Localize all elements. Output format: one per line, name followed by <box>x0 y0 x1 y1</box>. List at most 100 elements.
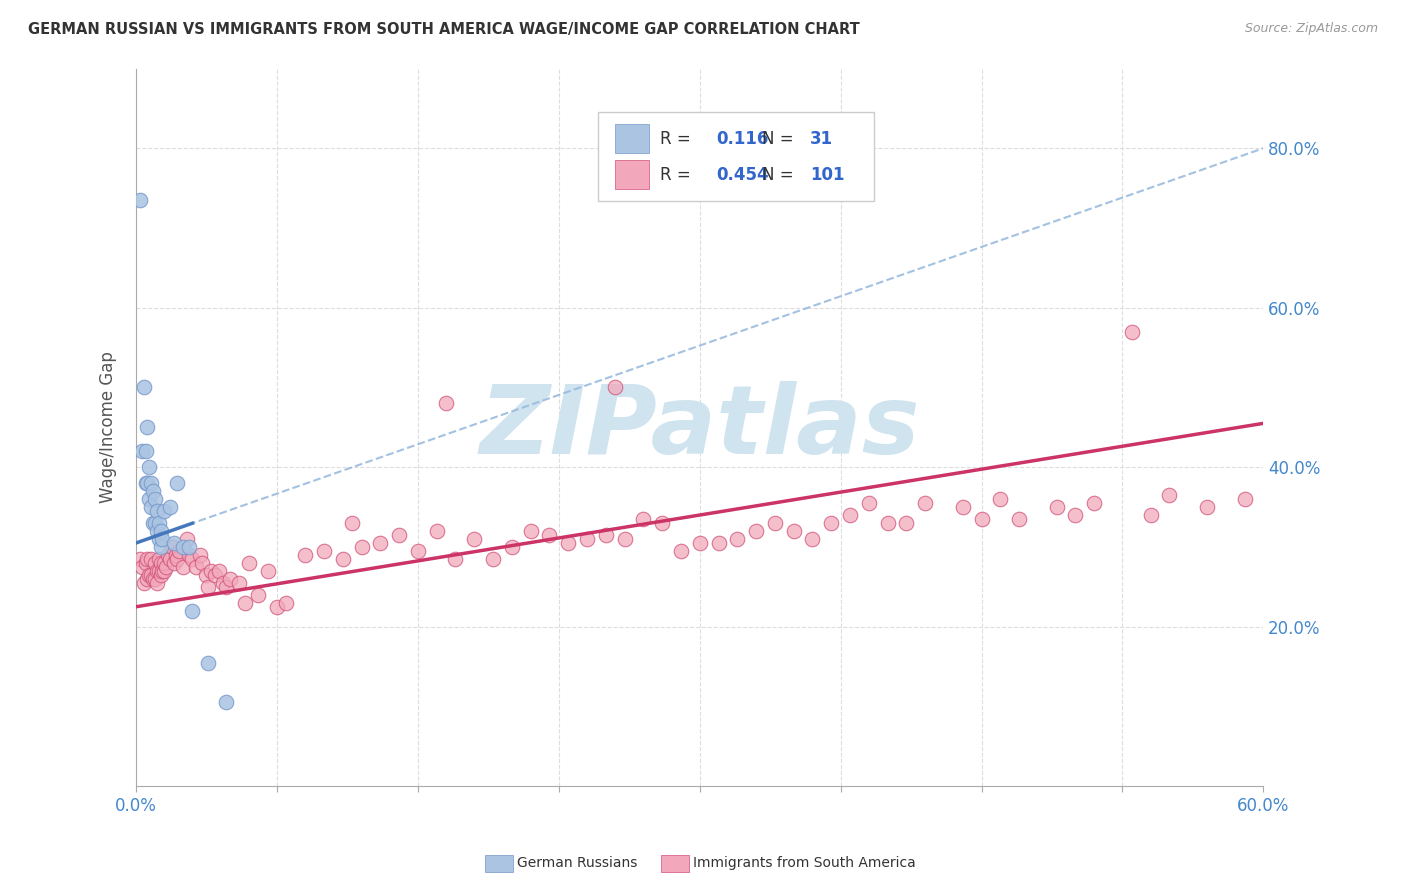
Point <box>136 552 159 566</box>
Point <box>858 496 880 510</box>
Point <box>970 512 993 526</box>
Point <box>256 564 278 578</box>
Point <box>197 656 219 670</box>
Point <box>148 552 170 566</box>
Text: R =: R = <box>661 166 696 184</box>
Point <box>388 528 411 542</box>
Point <box>149 540 172 554</box>
Point <box>139 567 162 582</box>
Point <box>463 532 485 546</box>
Point <box>186 560 208 574</box>
Point <box>1064 508 1087 522</box>
Point <box>1046 500 1069 514</box>
Point <box>148 516 170 530</box>
Point <box>1121 325 1143 339</box>
Point <box>1083 496 1105 510</box>
Point <box>136 420 159 434</box>
Point <box>181 552 204 566</box>
Point <box>181 604 204 618</box>
Point <box>266 599 288 614</box>
Point <box>176 532 198 546</box>
Point <box>276 596 298 610</box>
Point <box>163 536 186 550</box>
Text: 0.454: 0.454 <box>717 166 769 184</box>
Point <box>146 524 169 538</box>
Text: R =: R = <box>661 130 696 148</box>
Point <box>1139 508 1161 522</box>
Point <box>159 552 181 566</box>
Point <box>139 476 162 491</box>
Point <box>575 532 598 546</box>
Point <box>134 444 156 458</box>
Point <box>228 575 250 590</box>
Point <box>149 556 172 570</box>
Text: German Russians: German Russians <box>517 856 638 871</box>
Text: 31: 31 <box>810 130 834 148</box>
Point <box>538 528 561 542</box>
Point <box>595 528 617 542</box>
Point <box>215 580 238 594</box>
Point <box>152 532 174 546</box>
Point <box>745 524 768 538</box>
Point <box>988 492 1011 507</box>
Point <box>149 567 172 582</box>
Point <box>876 516 898 530</box>
Point <box>153 564 176 578</box>
Point <box>233 596 256 610</box>
Point <box>155 560 177 574</box>
Point <box>208 564 231 578</box>
Point <box>136 572 159 586</box>
Point <box>157 548 180 562</box>
Point <box>153 556 176 570</box>
Point <box>557 536 579 550</box>
Point <box>146 564 169 578</box>
Point <box>142 572 165 586</box>
Point <box>153 504 176 518</box>
Point <box>134 556 156 570</box>
Point <box>143 492 166 507</box>
Text: Immigrants from South America: Immigrants from South America <box>693 856 915 871</box>
Point <box>138 492 160 507</box>
Point <box>1195 500 1218 514</box>
Point <box>725 532 748 546</box>
Point <box>132 575 155 590</box>
Point <box>131 444 153 458</box>
Point <box>896 516 918 530</box>
FancyBboxPatch shape <box>616 161 650 189</box>
Point <box>444 552 467 566</box>
Point <box>159 500 181 514</box>
Point <box>128 193 150 207</box>
Point <box>138 567 160 582</box>
Point <box>247 588 270 602</box>
Point <box>914 496 936 510</box>
Point <box>177 548 200 562</box>
Text: N =: N = <box>762 166 799 184</box>
Point <box>169 544 191 558</box>
Point <box>370 536 392 550</box>
Point <box>143 556 166 570</box>
Point <box>177 540 200 554</box>
Point <box>200 564 222 578</box>
FancyBboxPatch shape <box>599 112 875 202</box>
Point <box>211 575 233 590</box>
Point <box>406 544 429 558</box>
Point <box>1008 512 1031 526</box>
Text: N =: N = <box>762 130 799 148</box>
Y-axis label: Wage/Income Gap: Wage/Income Gap <box>100 351 117 503</box>
Point <box>605 380 627 394</box>
Point <box>131 560 153 574</box>
Point <box>128 552 150 566</box>
Point <box>166 476 188 491</box>
Point <box>651 516 673 530</box>
Point <box>136 476 159 491</box>
Point <box>139 552 162 566</box>
Point <box>172 540 194 554</box>
Point <box>148 532 170 546</box>
Point <box>707 536 730 550</box>
Point <box>166 552 188 566</box>
Point <box>238 556 260 570</box>
Point <box>191 556 214 570</box>
Point <box>152 564 174 578</box>
Point <box>143 572 166 586</box>
Point <box>633 512 655 526</box>
